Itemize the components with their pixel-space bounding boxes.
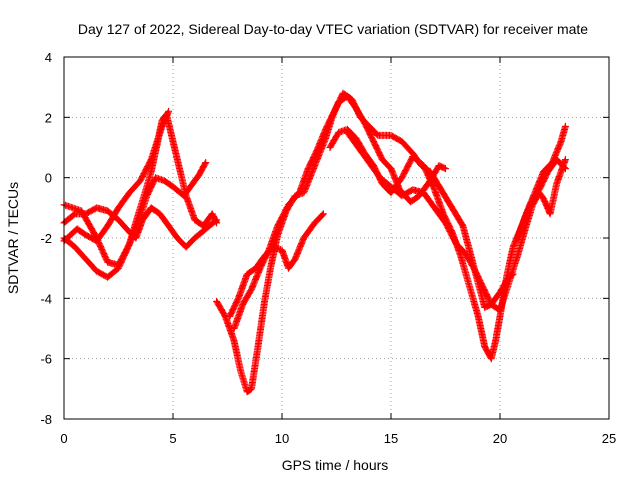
x-tick-label: 5 (169, 431, 176, 446)
x-tick-label: 10 (275, 431, 289, 446)
series-arc-8 (326, 125, 569, 363)
series-arc-10 (513, 122, 569, 242)
grid (64, 57, 609, 419)
series-markers (60, 110, 221, 269)
series-arc-5 (213, 92, 450, 396)
series-markers (213, 92, 450, 396)
y-axis-label: SDTVAR / TECUs (5, 182, 21, 294)
y-tick-label: 0 (45, 171, 52, 186)
series-arc-1 (60, 110, 221, 269)
y-tick-label: 4 (45, 50, 52, 65)
x-tick-label: 25 (602, 431, 616, 446)
x-axis-label: GPS time / hours (282, 457, 389, 473)
x-tick-label: 0 (60, 431, 67, 446)
data-series (60, 89, 569, 396)
y-tick-label: -2 (40, 231, 52, 246)
plot-frame (63, 56, 610, 420)
chart-title: Day 127 of 2022, Sidereal Day-to-day VTE… (78, 21, 588, 37)
y-tick-label: 2 (45, 110, 52, 125)
x-tick-label: 15 (384, 431, 398, 446)
y-tick-label: -8 (40, 412, 52, 427)
x-tick-label: 20 (493, 431, 507, 446)
series-markers (513, 122, 569, 242)
y-tick-label: -4 (40, 291, 52, 306)
y-tick-label: -6 (40, 352, 52, 367)
series-arc-7 (230, 89, 517, 333)
series-markers (230, 89, 517, 333)
axis-ticks: 0 5 10 15 20 25 -8 -6 -4 -2 0 2 4 (40, 50, 616, 446)
series-markers (326, 125, 569, 363)
